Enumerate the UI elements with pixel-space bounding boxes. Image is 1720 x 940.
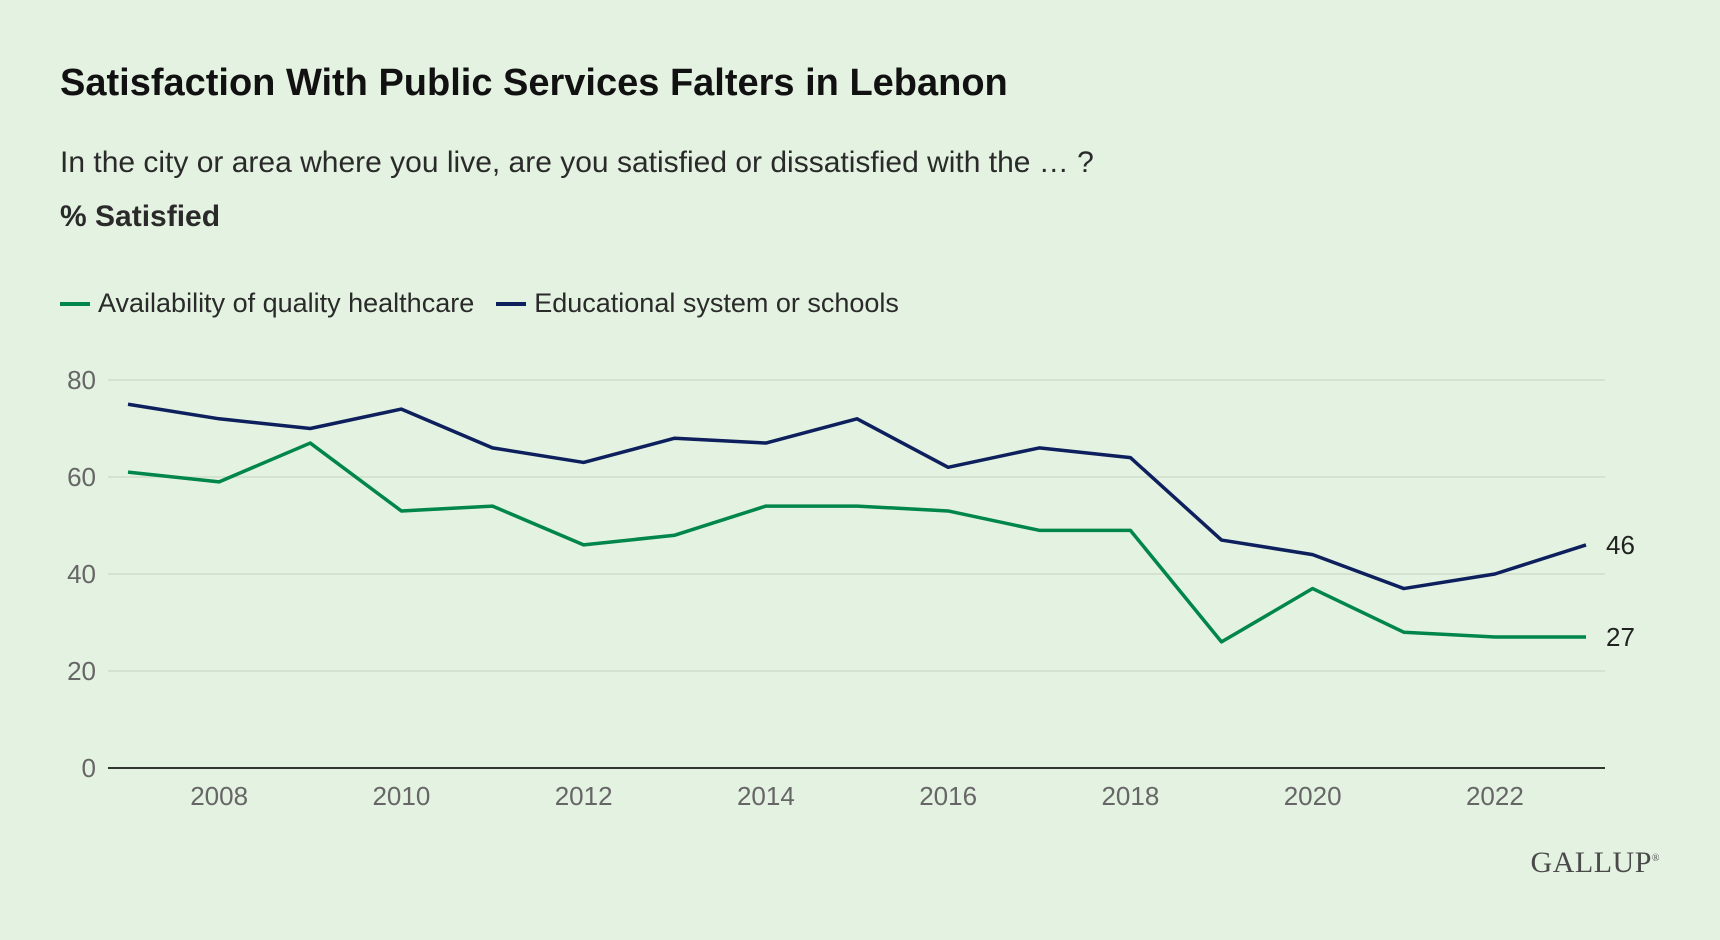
chart-subtitle: In the city or area where you live, are … bbox=[60, 146, 1094, 179]
chart-title: Satisfaction With Public Services Falter… bbox=[60, 62, 1008, 104]
y-tick-label: 60 bbox=[67, 462, 96, 492]
legend-item-education: Educational system or schools bbox=[496, 288, 899, 319]
y-tick-label: 0 bbox=[82, 753, 96, 783]
legend-label-healthcare: Availability of quality healthcare bbox=[98, 288, 475, 318]
y-tick-label: 80 bbox=[67, 365, 96, 395]
measure-label: % Satisfied bbox=[60, 200, 221, 233]
series-layer bbox=[127, 402, 1587, 644]
legend-swatch-healthcare bbox=[60, 301, 90, 306]
x-tick-label: 2022 bbox=[1466, 781, 1524, 811]
legend-item-healthcare: Availability of quality healthcare bbox=[60, 288, 474, 319]
x-tick-label: 2010 bbox=[372, 781, 430, 811]
end-label-education: 46 bbox=[1606, 530, 1635, 560]
legend-swatch-education bbox=[496, 301, 527, 306]
end-label-healthcare: 27 bbox=[1606, 622, 1635, 652]
label-layer: 27 46 bbox=[1606, 530, 1635, 652]
axis-layer: 0 20 40 60 80 2008 2010 2012 2014 2016 2018 2020 202… bbox=[67, 365, 1605, 811]
x-tick-label: 2018 bbox=[1101, 781, 1159, 811]
y-tick-label: 40 bbox=[67, 559, 96, 589]
legend-label-education: Educational system or schools bbox=[534, 288, 899, 318]
gallup-logo: GALLUP® bbox=[1530, 846, 1660, 879]
x-tick-label: 2014 bbox=[737, 781, 795, 811]
legend: Availability of quality healthcare Educa… bbox=[60, 288, 921, 319]
x-tick-label: 2008 bbox=[190, 781, 248, 811]
x-tick-label: 2012 bbox=[555, 781, 613, 811]
series-line-education bbox=[127, 402, 1587, 591]
gallup-logo-text: GALLUP bbox=[1530, 846, 1652, 879]
y-tick-label: 20 bbox=[67, 656, 96, 686]
x-tick-label: 2020 bbox=[1284, 781, 1342, 811]
x-tick-label: 2016 bbox=[919, 781, 977, 811]
series-line-healthcare bbox=[127, 441, 1586, 644]
